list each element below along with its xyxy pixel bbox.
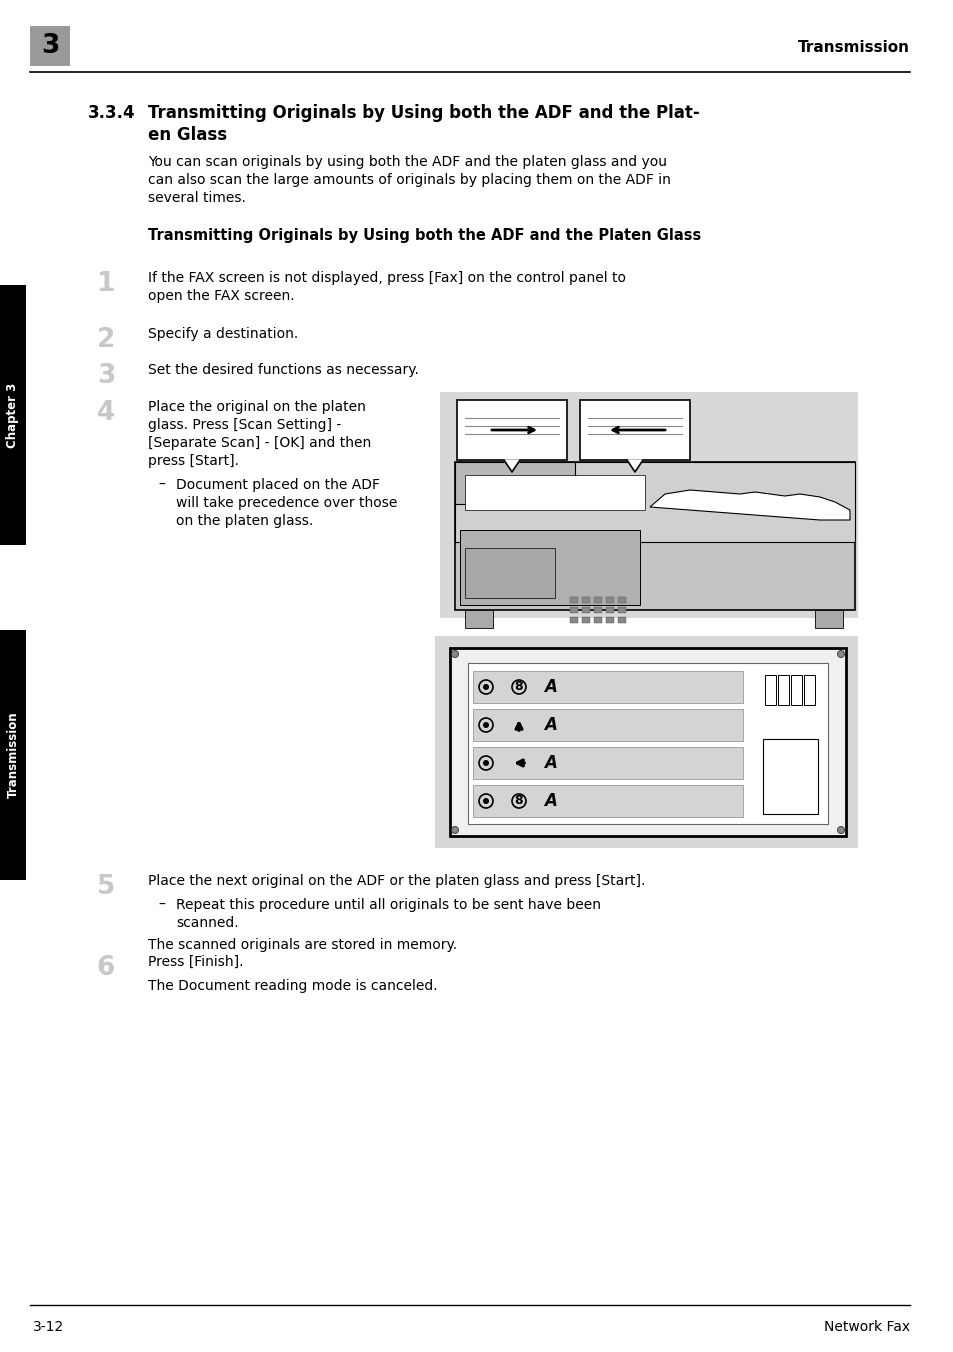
Bar xyxy=(464,548,555,598)
Circle shape xyxy=(451,826,458,833)
Text: –: – xyxy=(158,479,165,492)
Circle shape xyxy=(451,650,458,657)
Text: 2: 2 xyxy=(96,327,115,353)
Text: Transmission: Transmission xyxy=(797,41,909,55)
Bar xyxy=(803,675,814,704)
Text: [Separate Scan] - [OK] and then: [Separate Scan] - [OK] and then xyxy=(148,435,371,450)
Bar xyxy=(464,610,493,627)
Text: –: – xyxy=(158,898,165,913)
Text: several times.: several times. xyxy=(148,191,246,206)
Bar xyxy=(778,675,788,704)
Text: 3.3.4: 3.3.4 xyxy=(88,104,135,122)
Circle shape xyxy=(482,760,489,767)
Bar xyxy=(456,400,566,460)
Text: 3-12: 3-12 xyxy=(33,1320,64,1334)
Text: 8: 8 xyxy=(515,795,523,807)
Bar xyxy=(473,786,742,817)
Bar xyxy=(30,26,70,66)
Text: can also scan the large amounts of originals by placing them on the ADF in: can also scan the large amounts of origi… xyxy=(148,173,670,187)
Bar xyxy=(618,598,625,603)
Bar xyxy=(569,598,578,603)
Bar xyxy=(473,708,742,741)
Bar xyxy=(762,740,817,814)
Text: Network Fax: Network Fax xyxy=(823,1320,909,1334)
Bar xyxy=(790,675,801,704)
Bar xyxy=(581,598,589,603)
Text: 6: 6 xyxy=(96,955,115,982)
Bar xyxy=(569,617,578,623)
Text: press [Start].: press [Start]. xyxy=(148,454,239,468)
Text: 4: 4 xyxy=(97,400,115,426)
Polygon shape xyxy=(649,489,849,521)
Bar xyxy=(594,617,601,623)
Bar xyxy=(581,617,589,623)
Bar xyxy=(569,607,578,612)
Text: 3: 3 xyxy=(96,362,115,389)
Bar xyxy=(618,607,625,612)
Circle shape xyxy=(837,826,843,833)
Circle shape xyxy=(482,798,489,804)
Text: Transmission: Transmission xyxy=(7,711,19,798)
Text: A: A xyxy=(544,717,557,734)
Text: en Glass: en Glass xyxy=(148,126,227,145)
Text: A: A xyxy=(544,677,557,696)
Circle shape xyxy=(837,650,843,657)
Bar xyxy=(450,648,845,836)
Bar xyxy=(605,598,614,603)
Bar xyxy=(594,598,601,603)
Bar xyxy=(473,748,742,779)
Bar xyxy=(455,462,575,504)
Bar xyxy=(594,607,601,612)
Text: on the platen glass.: on the platen glass. xyxy=(175,514,313,529)
Text: 8: 8 xyxy=(515,680,523,694)
Bar xyxy=(605,607,614,612)
Text: Specify a destination.: Specify a destination. xyxy=(148,327,298,341)
Text: You can scan originals by using both the ADF and the platen glass and you: You can scan originals by using both the… xyxy=(148,155,666,169)
Text: Transmitting Originals by Using both the ADF and the Plat-: Transmitting Originals by Using both the… xyxy=(148,104,699,122)
Text: Document placed on the ADF: Document placed on the ADF xyxy=(175,479,379,492)
Text: The Document reading mode is canceled.: The Document reading mode is canceled. xyxy=(148,979,437,992)
Text: open the FAX screen.: open the FAX screen. xyxy=(148,289,294,303)
Bar xyxy=(0,630,26,880)
Bar xyxy=(468,662,827,823)
Polygon shape xyxy=(626,460,642,472)
Bar xyxy=(455,462,854,542)
Text: 1: 1 xyxy=(96,270,115,297)
Bar xyxy=(814,610,842,627)
Text: Press [Finish].: Press [Finish]. xyxy=(148,955,243,969)
Text: Repeat this procedure until all originals to be sent have been: Repeat this procedure until all original… xyxy=(175,898,600,913)
Bar xyxy=(579,400,689,460)
Bar xyxy=(618,617,625,623)
Circle shape xyxy=(482,722,489,727)
Text: If the FAX screen is not displayed, press [Fax] on the control panel to: If the FAX screen is not displayed, pres… xyxy=(148,270,625,285)
Bar xyxy=(464,475,644,510)
Text: A: A xyxy=(544,754,557,772)
Text: Place the next original on the ADF or the platen glass and press [Start].: Place the next original on the ADF or th… xyxy=(148,873,644,888)
Bar xyxy=(435,635,857,848)
Text: Transmitting Originals by Using both the ADF and the Platen Glass: Transmitting Originals by Using both the… xyxy=(148,228,700,243)
Bar xyxy=(473,671,742,703)
Bar xyxy=(459,530,639,604)
Bar xyxy=(0,285,26,545)
Text: will take precedence over those: will take precedence over those xyxy=(175,496,397,510)
Bar xyxy=(605,617,614,623)
Bar xyxy=(764,675,775,704)
Bar xyxy=(581,607,589,612)
Text: Place the original on the platen: Place the original on the platen xyxy=(148,400,366,414)
Text: Set the desired functions as necessary.: Set the desired functions as necessary. xyxy=(148,362,418,377)
Text: 5: 5 xyxy=(96,873,115,900)
Polygon shape xyxy=(503,460,519,472)
Text: glass. Press [Scan Setting] -: glass. Press [Scan Setting] - xyxy=(148,418,341,433)
Text: The scanned originals are stored in memory.: The scanned originals are stored in memo… xyxy=(148,938,456,952)
Bar xyxy=(439,392,857,618)
Text: 3: 3 xyxy=(41,32,59,59)
Text: A: A xyxy=(544,792,557,810)
Bar xyxy=(455,462,854,610)
Text: Chapter 3: Chapter 3 xyxy=(7,383,19,448)
Circle shape xyxy=(482,684,489,690)
Text: scanned.: scanned. xyxy=(175,917,238,930)
